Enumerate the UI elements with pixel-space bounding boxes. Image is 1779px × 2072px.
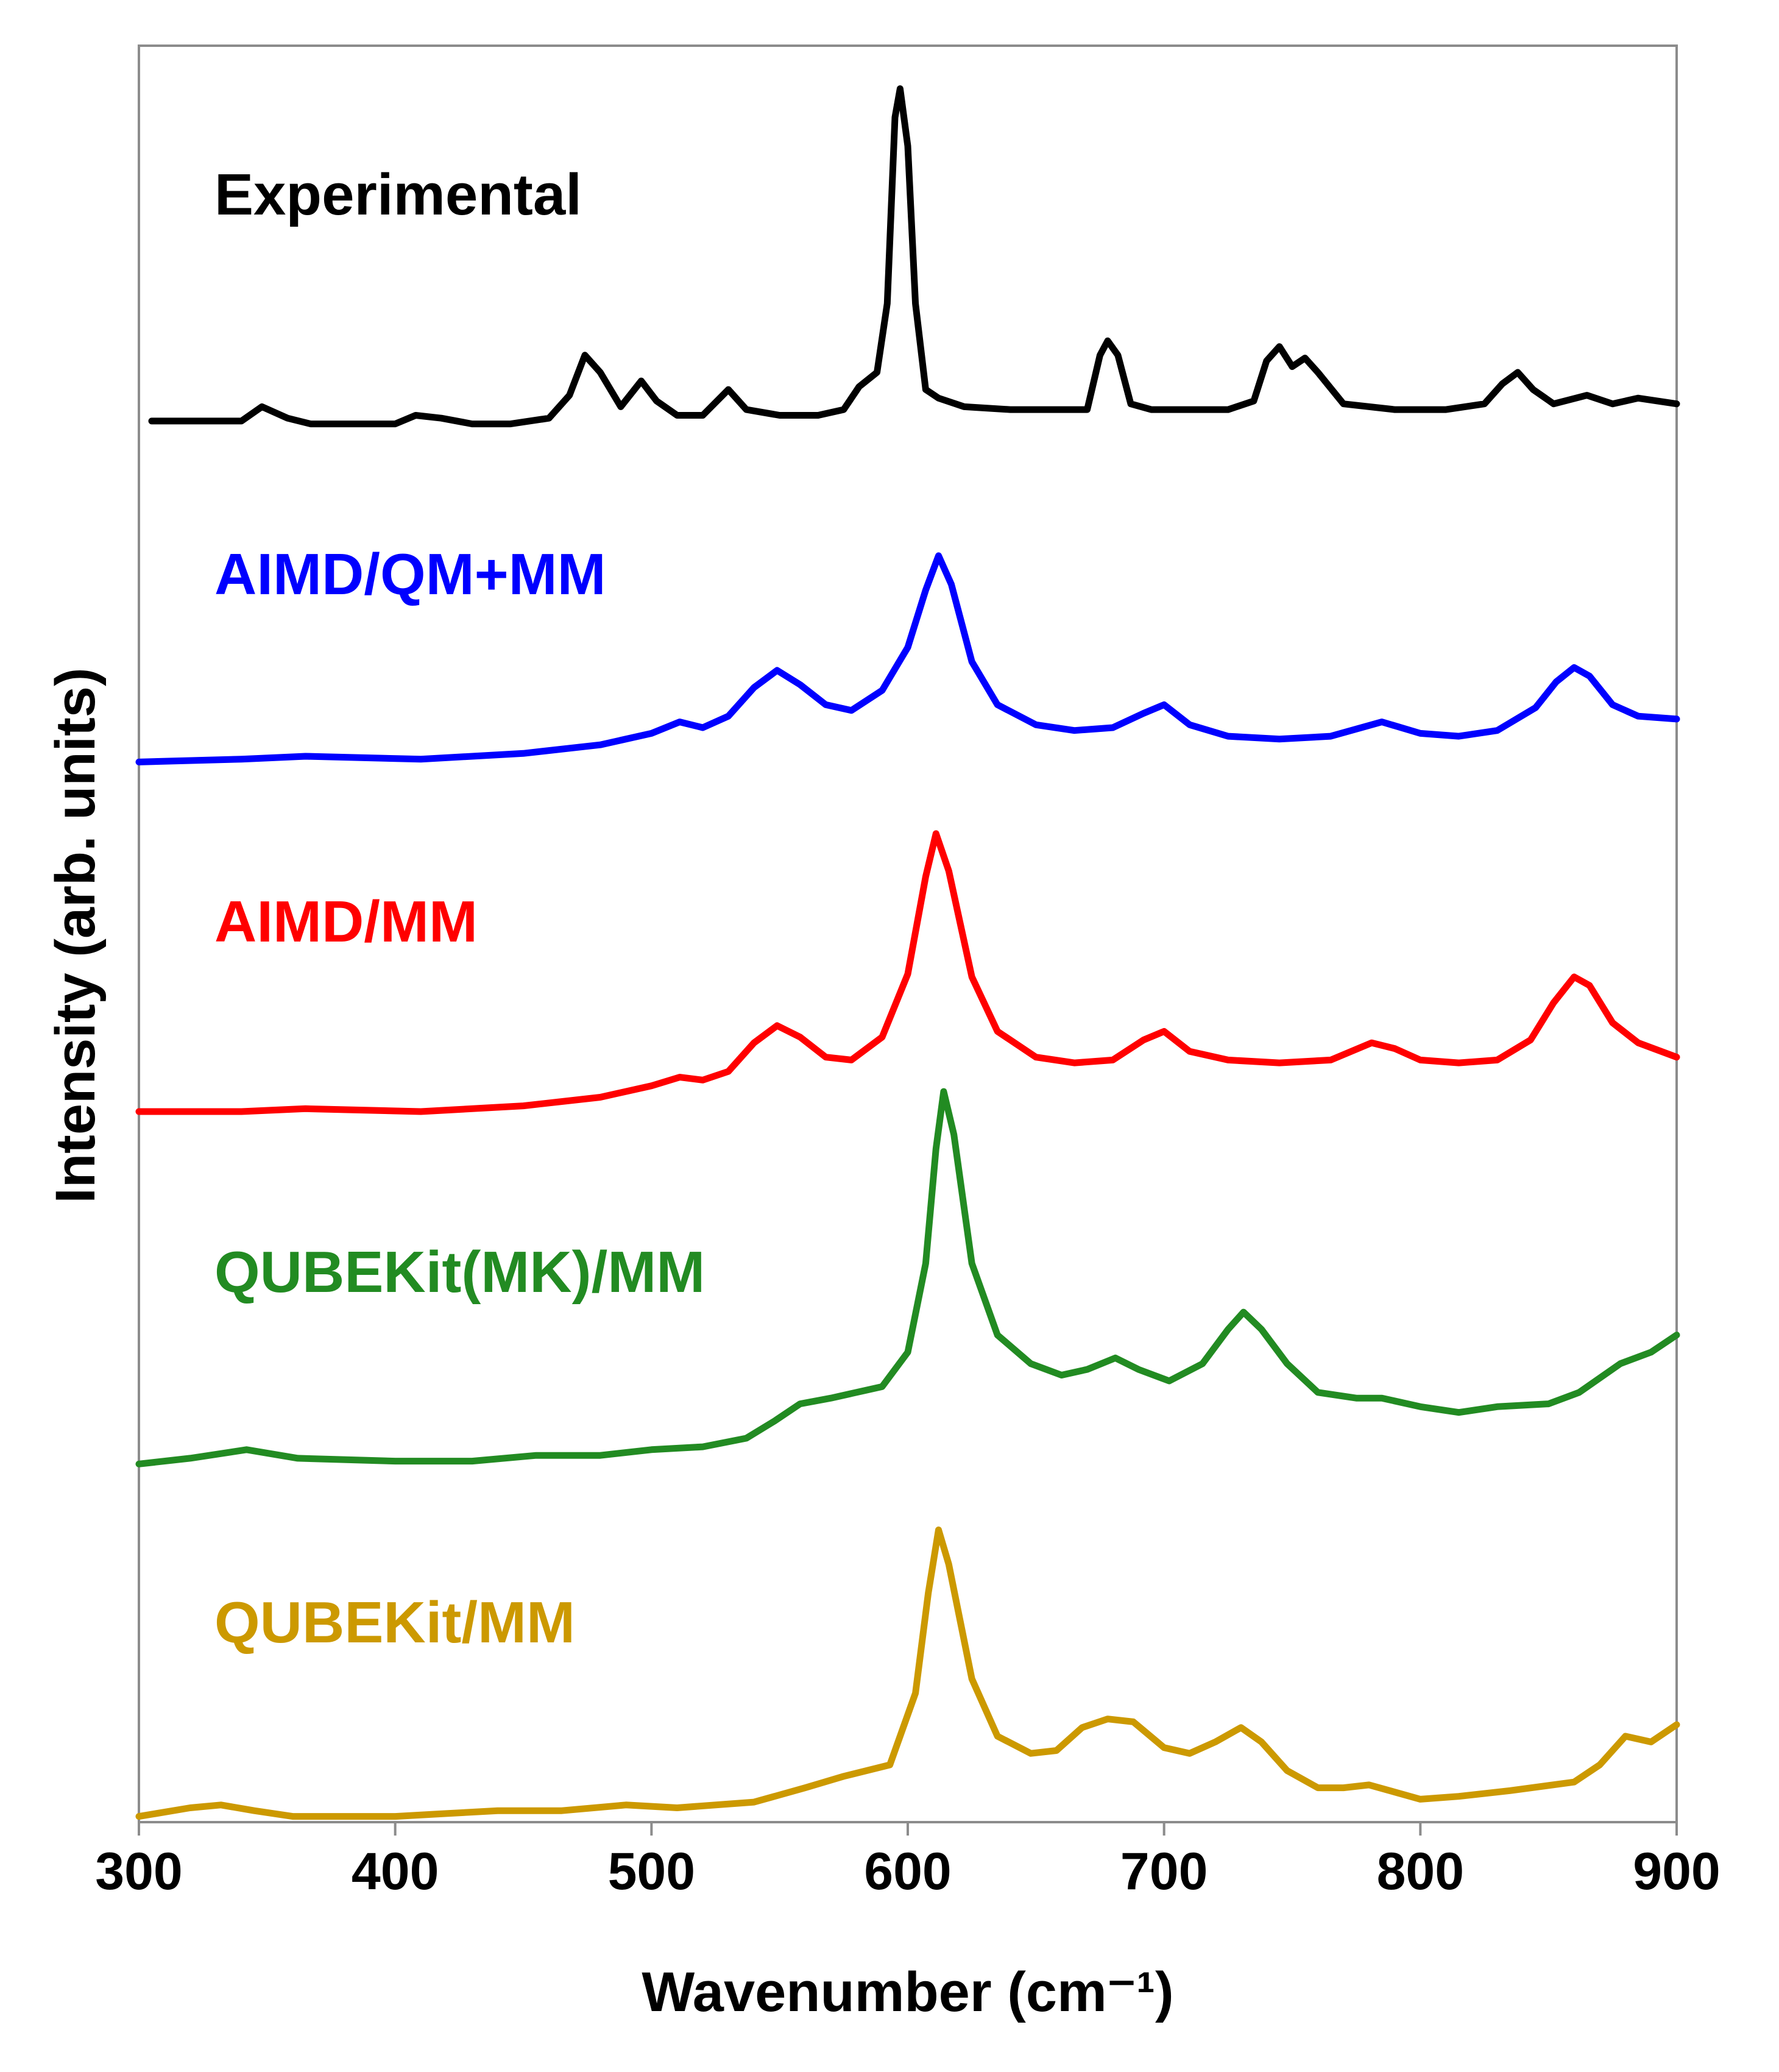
series-line-2 <box>135 830 1680 1115</box>
series-labels: Experimental AIMD/QM+MM AIMD/MM QUBEKit(MK)… <box>214 162 705 1655</box>
series-label-0: Experimental <box>214 162 582 227</box>
series-label-4: QUBEKit/MM <box>214 1590 575 1655</box>
series-lines <box>135 85 1680 1820</box>
x-axis-title: Wavenumber (cm⁻¹) <box>642 1961 1173 2023</box>
x-tick-label: 900 <box>1633 1842 1721 1901</box>
x-tick-label: 600 <box>864 1842 952 1901</box>
series-label-2: AIMD/MM <box>214 889 478 954</box>
x-axis-ticks <box>138 1822 1678 1836</box>
x-tick-label: 700 <box>1120 1842 1208 1901</box>
x-tick-label: 800 <box>1377 1842 1465 1901</box>
series-label-3: QUBEKit(MK)/MM <box>214 1240 705 1305</box>
x-axis-tick-labels: 300 400 500 600 700 800 900 <box>95 1842 1721 1901</box>
series-line-1 <box>135 552 1680 765</box>
y-axis-title: Intensity (arb. units) <box>44 667 107 1203</box>
x-tick-label: 400 <box>352 1842 439 1901</box>
series-label-1: AIMD/QM+MM <box>214 542 606 607</box>
x-tick-label: 300 <box>95 1842 183 1901</box>
x-tick-label: 500 <box>608 1842 696 1901</box>
series-line-0 <box>148 85 1680 428</box>
series-line-3 <box>135 1088 1680 1467</box>
series-line-4 <box>135 1526 1680 1820</box>
